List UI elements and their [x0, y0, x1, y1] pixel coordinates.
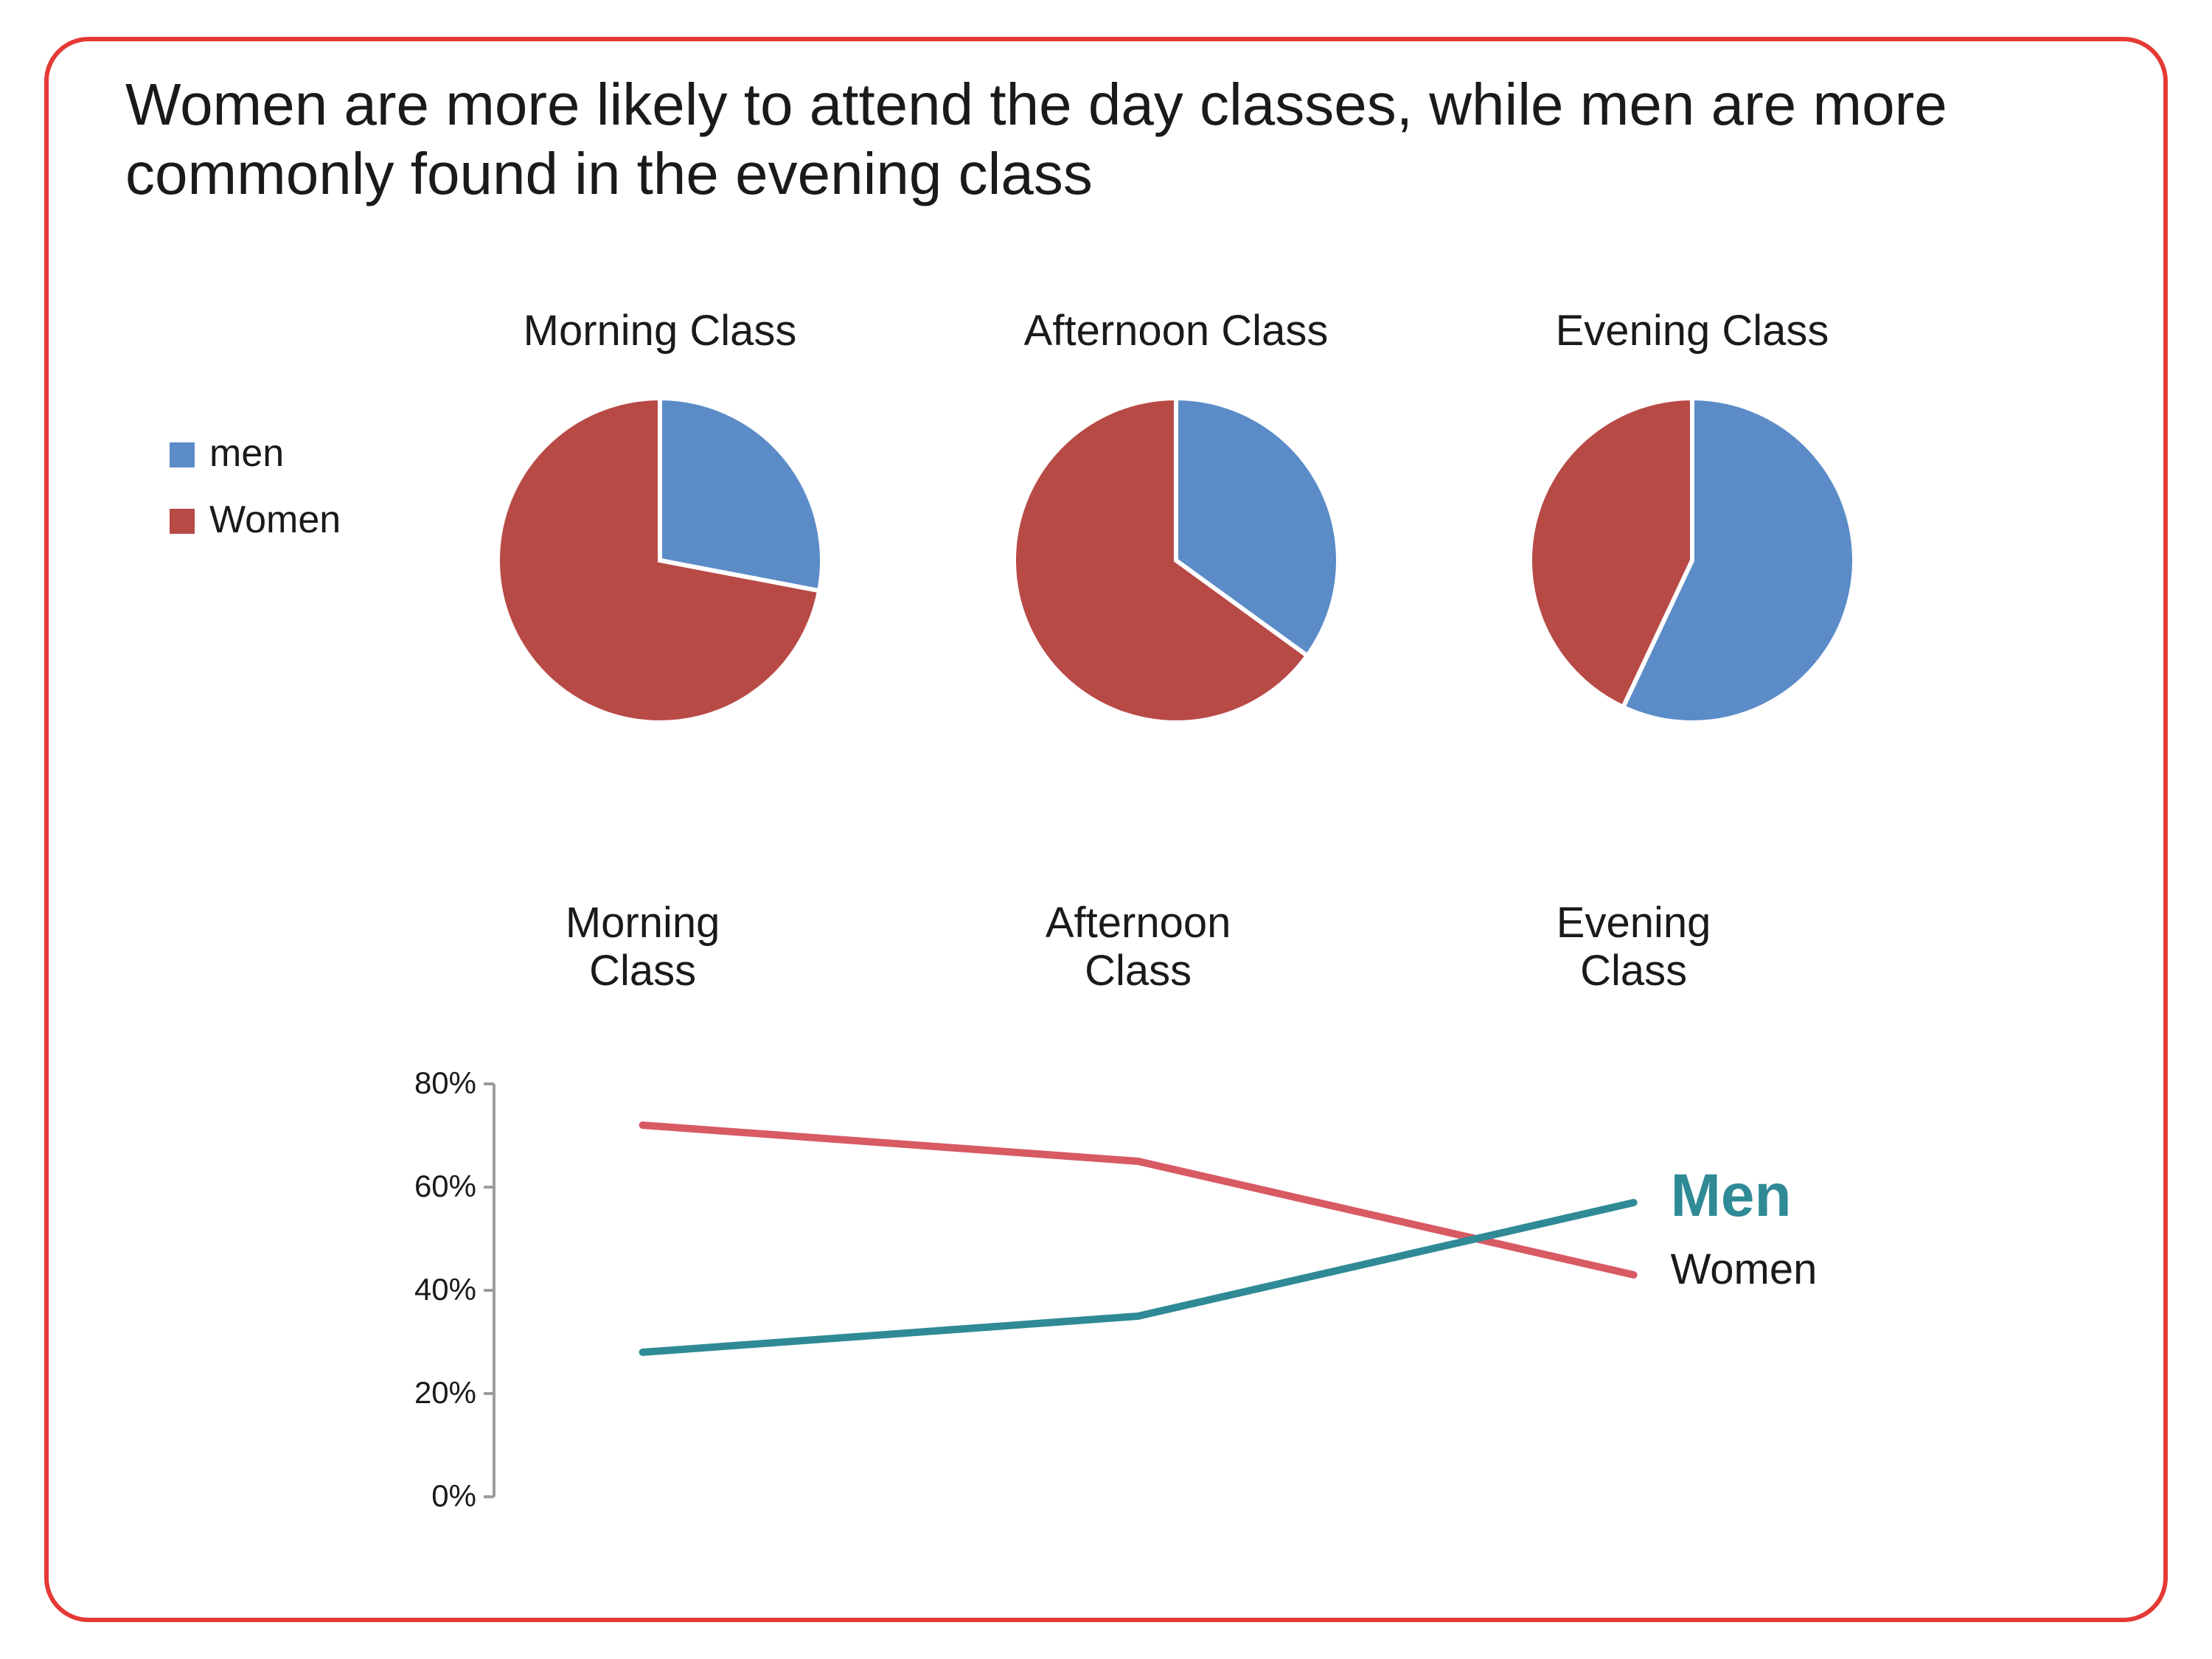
y-tick-label: 80% — [380, 1065, 476, 1102]
series-end-label: Women — [1671, 1245, 1818, 1295]
category-label: Morning Class — [451, 900, 835, 995]
y-tick-label: 60% — [380, 1168, 476, 1205]
y-tick-label: 20% — [380, 1374, 476, 1411]
pie-title: Morning Class — [439, 306, 881, 356]
pie-title: Afternoon Class — [955, 306, 1397, 356]
y-tick-label: 0% — [380, 1478, 476, 1514]
series-line-women — [643, 1125, 1634, 1275]
category-label: Afternoon Class — [947, 900, 1330, 995]
series-line-men — [643, 1203, 1634, 1352]
category-label: Evening Class — [1442, 900, 1826, 995]
series-end-label: Men — [1671, 1161, 1792, 1232]
y-tick-label: 40% — [380, 1271, 476, 1308]
pie-title: Evening Class — [1471, 306, 1913, 356]
pie-slice-men — [660, 398, 822, 591]
charts-svg — [0, 0, 2212, 1659]
